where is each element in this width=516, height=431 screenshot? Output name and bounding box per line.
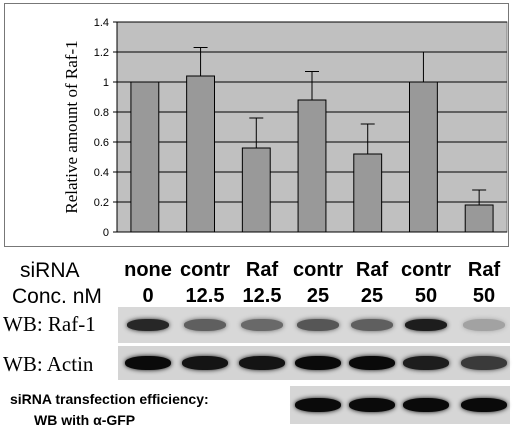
bar bbox=[409, 81, 438, 233]
lane-conc-label: 25 bbox=[306, 285, 330, 307]
gfp-note-line2: WB with α-GFP bbox=[34, 412, 136, 428]
gfp-band bbox=[349, 398, 395, 412]
lane-sirna-label: Raf bbox=[467, 259, 501, 281]
y-tick-label: 1.2 bbox=[94, 47, 109, 59]
gfp-band bbox=[403, 398, 449, 412]
raf-blot bbox=[118, 307, 510, 343]
actin-band bbox=[403, 356, 449, 370]
y-tick-label: 0 bbox=[103, 227, 109, 239]
raf-band bbox=[184, 319, 226, 331]
gfp-band bbox=[461, 398, 507, 412]
y-tick-label: 0.2 bbox=[94, 197, 109, 209]
lane-sirna-label: Raf bbox=[355, 259, 389, 281]
wb-raf-label: WB: Raf-1 bbox=[3, 312, 96, 336]
lane-sirna-label: none bbox=[124, 259, 172, 281]
actin-band bbox=[182, 356, 228, 370]
bar bbox=[130, 81, 160, 233]
lane-conc-label: 50 bbox=[414, 285, 438, 307]
lane-conc-label: 25 bbox=[360, 285, 384, 307]
gfp-note-line1: siRNA transfection efficiency: bbox=[10, 391, 209, 407]
lane-sirna-label: Raf bbox=[245, 259, 279, 281]
lane-conc-label: 50 bbox=[472, 285, 496, 307]
sirna-row-label: siRNA bbox=[20, 259, 80, 282]
gfp-note: siRNA transfection efficiency: WB with α… bbox=[10, 389, 209, 431]
actin-band bbox=[239, 356, 285, 370]
lane-sirna-label: contr bbox=[401, 259, 451, 281]
bar bbox=[464, 204, 494, 233]
bar bbox=[186, 75, 215, 233]
actin-band bbox=[295, 356, 341, 370]
lane-sirna-label: contr bbox=[180, 259, 230, 281]
lane-conc-label: 0 bbox=[142, 285, 154, 307]
raf-band bbox=[351, 319, 393, 331]
raf-band bbox=[405, 319, 447, 331]
lane-conc-label: 12.5 bbox=[185, 285, 225, 307]
chart-frame: 0 0.2 0.4 0.6 0.8 1 1.2 1.4 Relative amount of R… bbox=[4, 3, 509, 247]
y-tick-label: 0.6 bbox=[94, 137, 109, 149]
conc-row-label: Conc. nM bbox=[12, 285, 102, 308]
lane-sirna-label: contr bbox=[293, 259, 343, 281]
raf-band bbox=[297, 319, 339, 331]
gfp-blot bbox=[290, 386, 510, 424]
y-tick-label: 1.4 bbox=[94, 17, 109, 29]
bar bbox=[353, 153, 383, 233]
bar bbox=[297, 99, 327, 233]
actin-band bbox=[461, 356, 507, 370]
gfp-band bbox=[295, 398, 341, 412]
actin-blot bbox=[118, 346, 510, 380]
actin-band bbox=[125, 356, 171, 370]
bar bbox=[241, 147, 271, 233]
y-axis-label: Relative amount of Raf-1 bbox=[62, 40, 81, 213]
y-tick-label: 1 bbox=[103, 77, 109, 89]
lane-conc-label: 12.5 bbox=[242, 285, 282, 307]
wb-actin-label: WB: Actin bbox=[3, 352, 94, 376]
bar-chart: 0 0.2 0.4 0.6 0.8 1 1.2 1.4 Relative amount of R… bbox=[62, 17, 508, 239]
raf-band bbox=[241, 319, 283, 331]
y-tick-label: 0.8 bbox=[94, 107, 109, 119]
actin-band bbox=[349, 356, 395, 370]
y-tick-label: 0.4 bbox=[94, 167, 109, 179]
raf-band bbox=[463, 319, 505, 331]
raf-band bbox=[127, 319, 169, 331]
